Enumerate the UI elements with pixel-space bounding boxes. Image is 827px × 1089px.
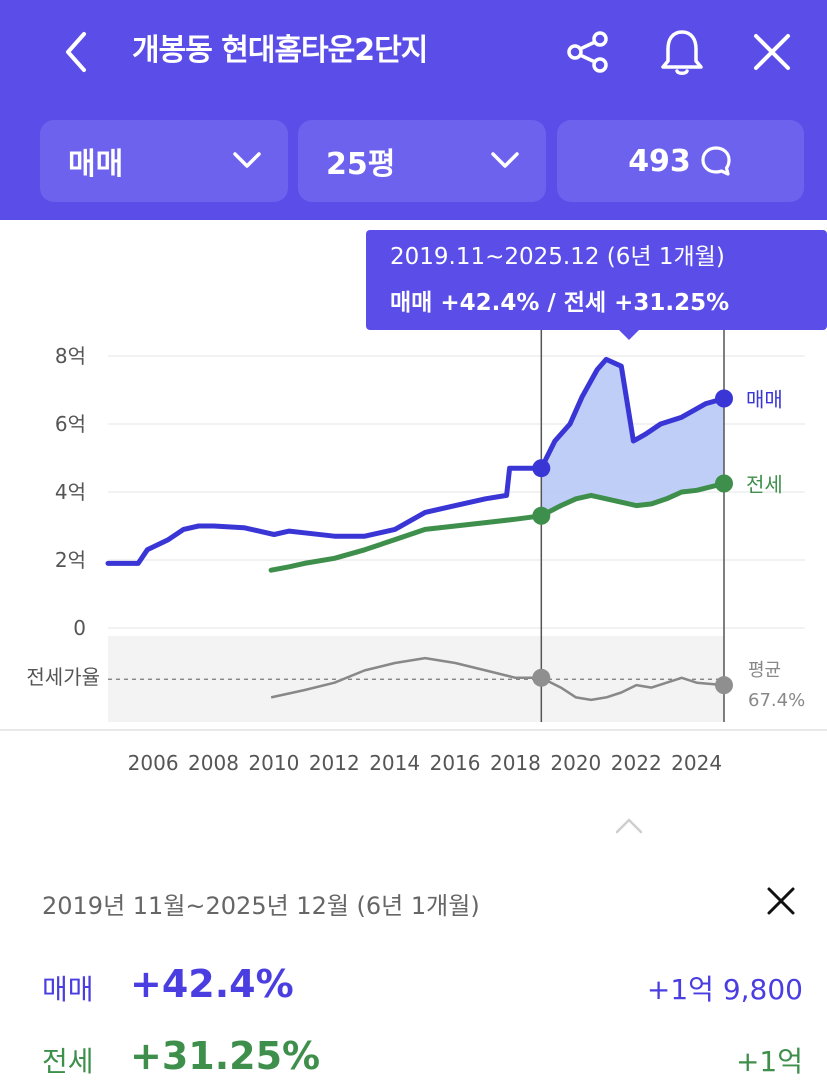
summary-jeonse-amount: +1억 — [735, 1045, 803, 1078]
sale-end-point — [715, 389, 733, 408]
bell-icon — [661, 30, 703, 75]
summary-jeonse-percent: +31.25% — [130, 1034, 321, 1078]
y-tick-label: 4억 — [55, 480, 86, 504]
chevron-down-icon — [233, 152, 261, 168]
series-line-sale — [105, 356, 727, 566]
x-tick-label: 2012 — [309, 751, 360, 775]
series-line-ratio — [270, 656, 725, 702]
tooltip-arrow — [618, 329, 640, 340]
jeonse-start-point — [532, 506, 551, 525]
y-tick-label: 0 — [73, 616, 86, 640]
summary-sale-label: 매매 — [42, 973, 94, 1006]
x-tick-label: 2024 — [671, 751, 722, 775]
summary-period: 2019년 11월~2025년 12월 (6년 1개월) — [42, 892, 480, 920]
page-title: 개봉동 현대홈타운2단지 — [132, 33, 428, 68]
x-tick-label: 2016 — [430, 751, 481, 775]
tooltip-summary: 매매 +42.4% / 전세 +31.25% — [390, 290, 730, 316]
summary-sale-percent: +42.4% — [130, 962, 294, 1006]
x-tick-label: 2022 — [611, 751, 662, 775]
end-label-jeonse: 전세 — [746, 473, 783, 497]
comments-button[interactable]: 493 — [557, 120, 804, 202]
ratio-end-point — [715, 676, 733, 695]
app-header: 개봉동 현대홈타운2단지 매매 25평 493 — [0, 0, 827, 220]
summary-close-button[interactable] — [756, 876, 806, 926]
back-button[interactable] — [48, 24, 104, 80]
close-icon — [767, 887, 795, 915]
deal-type-dropdown[interactable]: 매매 — [40, 120, 288, 202]
x-tick-label: 2020 — [550, 751, 601, 775]
ratio-start-point — [532, 668, 551, 687]
ratio-panel-label: 전세가율 — [26, 665, 100, 689]
chevron-left-icon — [66, 32, 86, 72]
jeonse-end-point — [715, 474, 733, 493]
chevron-down-icon — [491, 152, 519, 168]
x-tick-label: 2010 — [248, 751, 299, 775]
ratio-average-label: 평균 — [748, 660, 781, 681]
chevron-up-icon[interactable] — [614, 816, 644, 836]
x-tick-label: 2014 — [369, 751, 420, 775]
summary-sale-amount: +1억 9,800 — [646, 973, 803, 1006]
top-bar: 개봉동 현대홈타운2단지 — [0, 0, 827, 108]
share-icon — [567, 31, 608, 73]
series-line-jeonse — [268, 481, 727, 573]
close-icon — [754, 34, 790, 70]
y-tick-label: 2억 — [55, 548, 86, 572]
y-tick-label: 6억 — [55, 412, 86, 436]
sale-start-point — [532, 459, 551, 478]
share-button[interactable] — [560, 24, 616, 80]
x-tick-label: 2006 — [128, 751, 179, 775]
end-label-sale: 매매 — [746, 388, 783, 412]
x-tick-label: 2018 — [490, 751, 541, 775]
ratio-average-value: 67.4% — [748, 690, 805, 711]
size-value: 25평 — [326, 147, 396, 182]
size-dropdown[interactable]: 25평 — [298, 120, 546, 202]
tooltip-period: 2019.11~2025.12 (6년 1개월) — [390, 244, 725, 270]
comment-count: 493 — [628, 143, 691, 179]
summary-jeonse-label: 전세 — [42, 1045, 94, 1078]
x-tick-label: 2008 — [188, 751, 239, 775]
deal-type-value: 매매 — [68, 147, 124, 182]
comment-bubble-icon — [701, 146, 731, 176]
y-tick-label: 8억 — [55, 344, 86, 368]
notification-button[interactable] — [652, 22, 712, 82]
close-button[interactable] — [744, 24, 800, 80]
range-tooltip: 2019.11~2025.12 (6년 1개월) 매매 +42.4% / 전세 … — [366, 230, 827, 340]
